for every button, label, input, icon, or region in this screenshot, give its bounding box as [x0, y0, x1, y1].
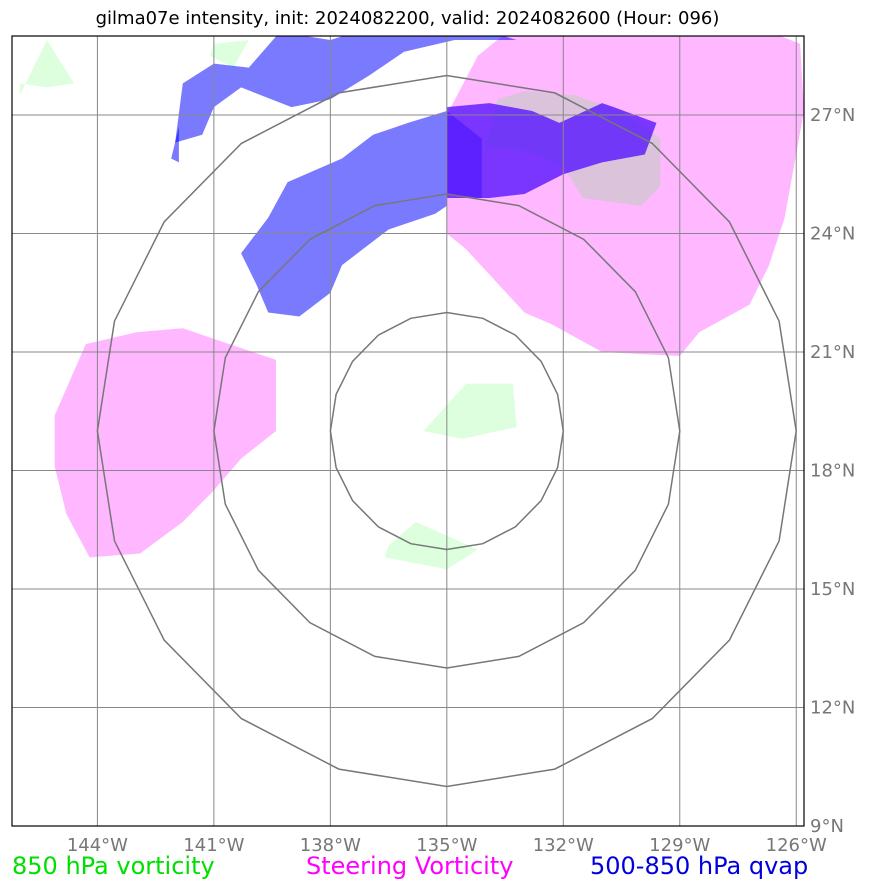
- legend-qvap: 500-850 hPa qvap: [590, 852, 809, 880]
- lon-label-2: 138°W: [300, 835, 361, 856]
- lat-label-5: 12°N: [810, 698, 855, 719]
- qvap-dense-region-0: [446, 103, 657, 198]
- lon-label-6: 126°W: [766, 835, 827, 856]
- legend-vorticity: 850 hPa vorticity: [12, 852, 215, 880]
- steering-vorticity-layer: [54, 36, 804, 558]
- range-ring-0: [329, 311, 565, 551]
- plot-frame: [11, 35, 805, 827]
- lon-tick-labels: 144°W 141°W 138°W 135°W 132°W 129°W 126°W: [67, 835, 827, 856]
- lat-label-4: 15°N: [810, 579, 855, 600]
- steering-vorticity-region-0: [54, 328, 277, 558]
- qvap-region-2: [241, 111, 482, 317]
- lat-label-0: 27°N: [810, 105, 855, 126]
- range-ring-1: [213, 193, 681, 669]
- range-rings: [96, 74, 797, 788]
- lat-label-2: 21°N: [810, 342, 855, 363]
- vorticity-region-3: [384, 521, 478, 570]
- vorticity-region-0: [19, 40, 75, 96]
- legend-steering-vorticity: Steering Vorticity: [306, 852, 514, 880]
- vorticity-region-1: [210, 40, 249, 68]
- vorticity-region-2: [423, 383, 517, 439]
- lon-label-3: 135°W: [416, 835, 477, 856]
- qvap-region-0: [175, 36, 517, 143]
- lat-label-1: 24°N: [810, 224, 855, 245]
- lon-label-4: 132°W: [533, 835, 594, 856]
- qvap-layer: [171, 36, 657, 317]
- map-title: gilma07e intensity, init: 2024082200, va…: [95, 8, 720, 29]
- lon-label-5: 129°W: [649, 835, 710, 856]
- lon-label-1: 141°W: [183, 835, 244, 856]
- lat-label-3: 18°N: [810, 461, 855, 482]
- lat-label-6: 9°N: [810, 816, 844, 837]
- range-ring-2: [96, 74, 797, 788]
- lon-label-0: 144°W: [67, 835, 128, 856]
- qvap-region-1: [171, 126, 179, 163]
- lat-tick-labels: 27°N 24°N 21°N 18°N 15°N 12°N 9°N: [810, 105, 855, 837]
